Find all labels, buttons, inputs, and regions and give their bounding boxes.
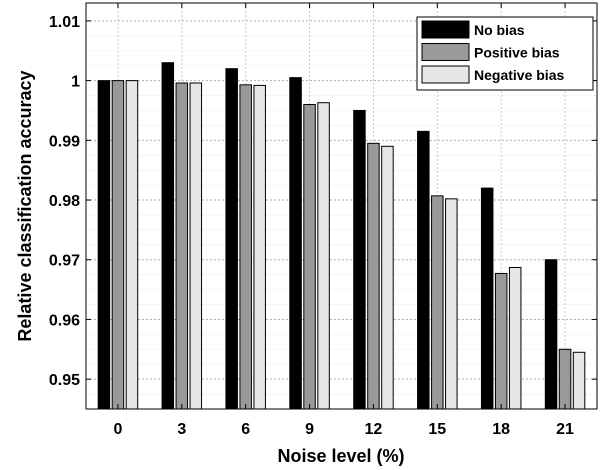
legend-label: Negative bias — [474, 67, 564, 83]
y-tick-label: 0.98 — [49, 193, 80, 210]
legend-swatch — [421, 65, 470, 84]
bar-no-bias-9 — [289, 77, 302, 410]
x-tick-label: 6 — [241, 421, 250, 438]
bar-no-bias-6 — [225, 68, 238, 410]
bar-no-bias-12 — [353, 109, 366, 410]
x-tick-label: 3 — [177, 421, 186, 438]
legend-swatch — [421, 20, 470, 39]
bar-positive-bias-15 — [431, 195, 444, 410]
bar-negative-bias-6 — [253, 84, 266, 410]
y-tick-label: 1 — [71, 74, 80, 91]
bar-no-bias-18 — [480, 187, 494, 410]
bar-negative-bias-15 — [445, 198, 458, 410]
legend-swatch — [421, 43, 470, 61]
x-tick-label: 21 — [556, 421, 574, 438]
bar-positive-bias-9 — [303, 104, 316, 410]
bar-positive-bias-18 — [494, 272, 508, 410]
x-tick-label: 12 — [365, 421, 383, 438]
bar-negative-bias-12 — [381, 145, 394, 410]
bar-negative-bias-21 — [572, 351, 586, 410]
x-tick-label: 9 — [305, 421, 314, 438]
x-tick-label: 15 — [428, 421, 446, 438]
y-tick-label: 0.95 — [49, 372, 80, 389]
bar-positive-bias-0 — [111, 80, 125, 410]
bar-positive-bias-12 — [367, 142, 380, 410]
y-axis-ticks: 0.95 0.96 0.97 0.98 0.99 1 1.01 — [49, 14, 597, 389]
y-tick-label: 0.97 — [49, 253, 80, 270]
legend: No bias Positive bias Negative bias — [416, 16, 594, 91]
bar-no-bias-3 — [161, 62, 175, 410]
bar-no-bias-21 — [544, 259, 558, 410]
bar-no-bias-15 — [417, 130, 430, 410]
x-tick-label: 0 — [113, 421, 122, 438]
bar-negative-bias-3 — [189, 82, 203, 410]
y-tick-label: 0.99 — [49, 133, 80, 150]
bar-negative-bias-0 — [125, 80, 139, 410]
y-tick-label: 0.96 — [49, 312, 80, 329]
y-tick-label: 1.01 — [49, 14, 80, 31]
bar-positive-bias-3 — [175, 82, 189, 410]
bar-positive-bias-21 — [558, 348, 572, 410]
y-axis-title: Relative classification accuracy — [15, 70, 35, 341]
legend-label: Positive bias — [474, 45, 560, 61]
x-axis-title: Noise level (%) — [277, 446, 404, 466]
x-axis-ticks: 0 3 6 9 12 15 18 21 — [113, 3, 574, 438]
bar-no-bias-0 — [97, 80, 111, 410]
legend-label: No bias — [474, 22, 525, 38]
bar-positive-bias-6 — [239, 84, 252, 410]
bar-negative-bias-9 — [317, 102, 330, 410]
plot-frame — [85, 2, 598, 410]
bar-negative-bias-18 — [508, 266, 522, 410]
x-tick-label: 18 — [492, 421, 510, 438]
